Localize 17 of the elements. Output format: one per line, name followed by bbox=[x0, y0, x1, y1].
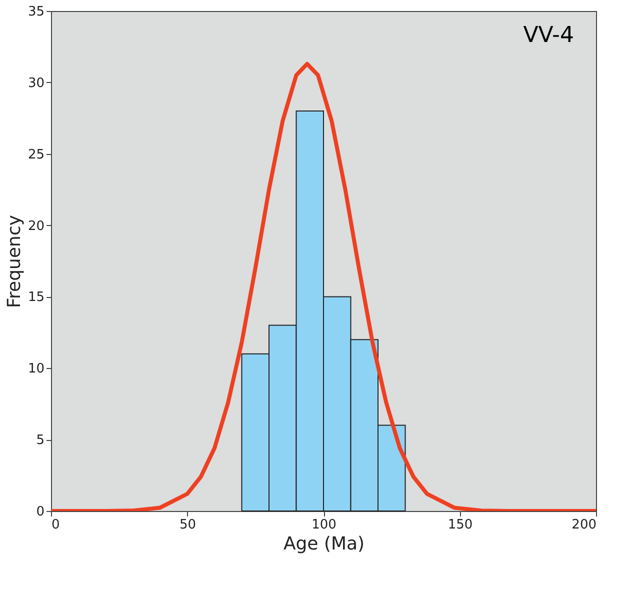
y-tick-label: 10 bbox=[28, 362, 44, 377]
y-tick-label: 20 bbox=[28, 218, 44, 234]
y-tick-label: 5 bbox=[36, 433, 44, 448]
line-series bbox=[51, 62, 596, 511]
x-tick-label: 100 bbox=[312, 518, 336, 532]
x-tick-label: 50 bbox=[179, 518, 196, 532]
annotation: VV-4 bbox=[523, 23, 574, 48]
y-tick-label: 30 bbox=[28, 76, 44, 91]
y-axis-title: Frequency bbox=[4, 214, 25, 308]
y-tick-label: 35 bbox=[28, 4, 44, 20]
y-tick-label: 0 bbox=[36, 504, 44, 520]
x-axis-title: Age (Ma) bbox=[283, 534, 365, 554]
y-tick-label: 15 bbox=[28, 290, 44, 306]
x-tick-label: 200 bbox=[572, 518, 596, 532]
x-tick-label: 150 bbox=[448, 518, 473, 532]
y-tick-label: 25 bbox=[28, 147, 44, 162]
x-tick-label: 0 bbox=[52, 518, 60, 532]
